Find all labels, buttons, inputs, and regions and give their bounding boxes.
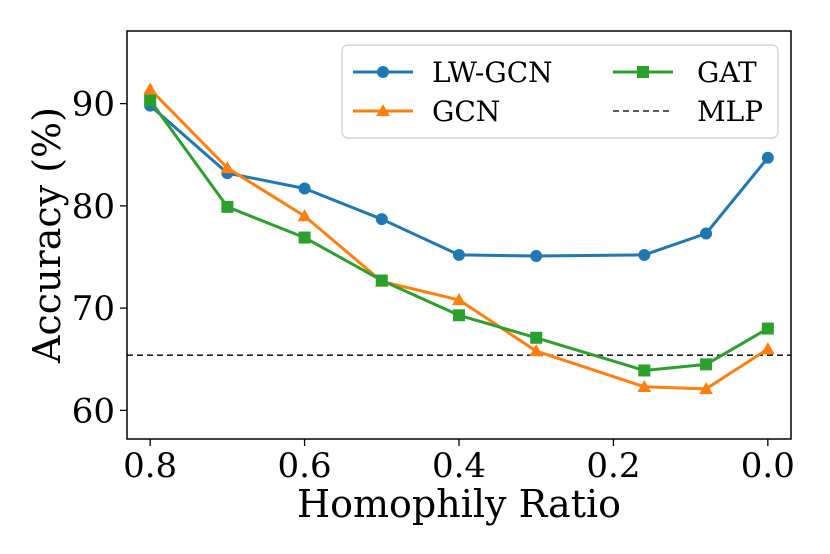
- plot-area: [127, 82, 791, 395]
- data-point-gat: [453, 309, 465, 322]
- data-point-lw-gcn: [453, 248, 465, 261]
- legend-marker-gat: [637, 66, 649, 78]
- x-axis-title: Homophily Ratio: [297, 482, 621, 526]
- data-point-gat: [761, 322, 774, 335]
- y-tick-label: 90: [72, 85, 115, 125]
- data-point-gat: [298, 231, 311, 244]
- series-line-gat: [148, 99, 770, 372]
- legend: LW-GCN GCN GAT MLP: [341, 44, 779, 139]
- legend-label-gat: GAT: [697, 56, 757, 89]
- legend-marker-gcn: [376, 104, 390, 117]
- data-point-gat: [700, 358, 713, 371]
- legend-marker-lw-gcn: [377, 66, 389, 78]
- x-tick-label: 0.6: [278, 446, 332, 486]
- x-tick-label: 0.0: [741, 446, 795, 486]
- legend-label-mlp: MLP: [697, 95, 763, 128]
- x-tick-label: 0.8: [123, 446, 177, 486]
- data-point-lw-gcn: [375, 213, 388, 226]
- data-point-gat: [530, 331, 543, 344]
- y-tick-label: 70: [72, 289, 115, 329]
- legend-box: [341, 44, 779, 139]
- data-point-gat: [221, 200, 234, 213]
- data-point-gat: [638, 364, 651, 377]
- data-point-gcn: [297, 209, 312, 222]
- data-point-gat: [375, 274, 388, 287]
- data-point-lw-gcn: [530, 249, 543, 262]
- y-axis-title: Accuracy (%): [25, 107, 69, 364]
- data-point-lw-gcn: [700, 227, 713, 240]
- legend-label-lw-gcn: LW-GCN: [432, 56, 553, 89]
- data-point-gcn: [760, 342, 775, 355]
- data-point-gcn: [220, 161, 235, 174]
- data-point-gcn: [637, 379, 652, 393]
- data-point-gcn: [143, 82, 158, 95]
- data-point-gcn: [452, 293, 466, 306]
- legend-label-gcn: GCN: [432, 95, 500, 128]
- data-point-lw-gcn: [761, 151, 774, 164]
- y-tick-label: 60: [72, 391, 115, 431]
- x-tick-label: 0.4: [432, 446, 486, 486]
- data-point-lw-gcn: [638, 248, 651, 261]
- data-point-lw-gcn: [298, 182, 311, 195]
- data-point-gcn: [699, 381, 713, 395]
- y-tick-label: 80: [72, 187, 115, 227]
- axes: 0.8 0.6 0.4 0.2 0.0 60 70 80 90: [72, 85, 795, 486]
- data-point-gcn: [529, 344, 544, 357]
- x-tick-label: 0.2: [586, 446, 640, 486]
- data-point-gat: [144, 94, 157, 107]
